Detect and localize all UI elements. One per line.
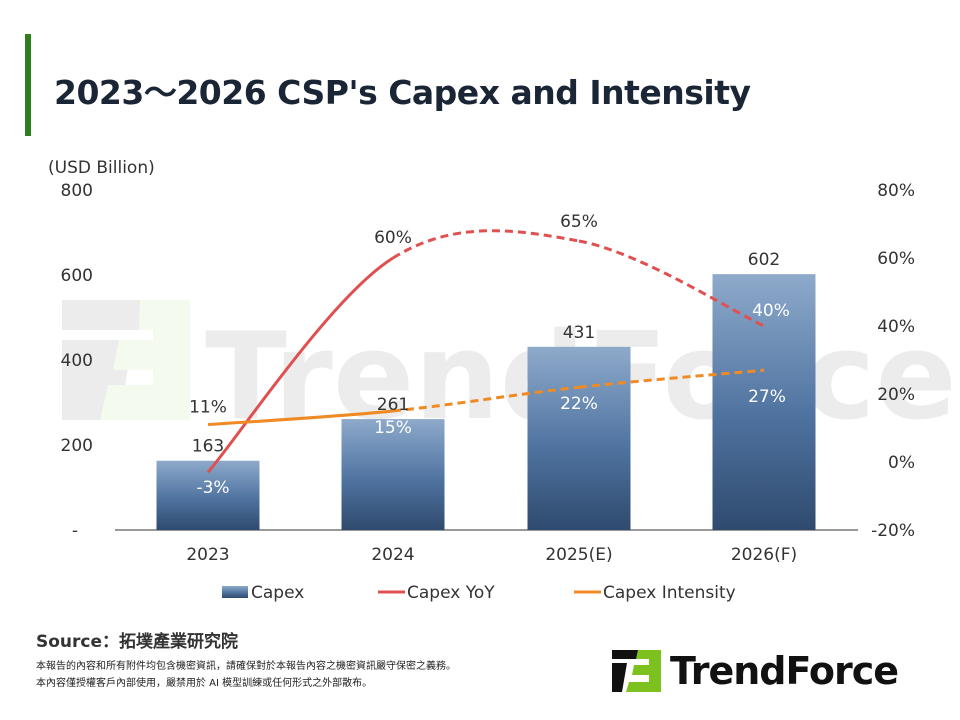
x-tick-label: 2024	[371, 545, 414, 565]
yoy-line-segment	[392, 229, 580, 260]
yoy-line-segment	[578, 239, 765, 328]
capex-bar	[341, 419, 445, 530]
intensity-line-segment	[392, 385, 580, 413]
capex-bar	[712, 274, 816, 530]
source-text: Source：拓墣產業研究院	[36, 632, 239, 652]
disclaimer-line-2: 本內容僅授權客戶內部使用，嚴禁用於 AI 模型訓練或任何形式之外部散布。	[36, 678, 373, 689]
capex-bar	[156, 460, 260, 530]
y2-tick-label: 0%	[888, 453, 915, 473]
watermark: TrendForce	[62, 300, 957, 447]
yoy-line-segment	[206, 256, 394, 474]
capex-data-label: 431	[563, 323, 595, 343]
intensity-data-label: 27%	[748, 387, 786, 407]
title-accent-bar	[25, 34, 31, 136]
chart-title: 2023～2026 CSP's Capex and Intensity	[54, 73, 751, 112]
disclaimer-line-1: 本報告的內容和所有附件均包含機密資訊，請確保對於本報告內容之機密資訊嚴守保密之義…	[36, 661, 456, 672]
y2-tick-label: 20%	[877, 385, 915, 405]
y-tick-label: -	[72, 521, 78, 541]
y2-tick-label: 60%	[877, 249, 915, 269]
y2-tick-label: -20%	[871, 521, 915, 541]
intensity-data-label: 11%	[189, 398, 227, 418]
x-tick-label: 2023	[186, 545, 229, 565]
legend-label: Capex	[251, 583, 304, 603]
x-tick-label: 2026(F)	[731, 545, 797, 565]
legend-capex-swatch	[222, 586, 248, 598]
y2-tick-label: 40%	[877, 317, 915, 337]
yoy-data-label: 40%	[752, 301, 790, 321]
yoy-data-label: -3%	[196, 478, 229, 498]
y-tick-label: 400	[61, 351, 93, 371]
legend-label: Capex YoY	[407, 583, 495, 603]
y-axis-title: (USD Billion)	[48, 158, 155, 178]
trendforce-logo: TrendForce	[612, 648, 899, 694]
yoy-data-label: 60%	[374, 228, 412, 248]
logo-mark-icon	[612, 650, 661, 692]
y-tick-label: 200	[61, 436, 93, 456]
y-tick-label: 600	[61, 266, 93, 286]
x-tick-label: 2025(E)	[545, 545, 612, 565]
intensity-line-segment	[207, 409, 394, 427]
capex-data-label: 163	[192, 437, 224, 457]
intensity-data-label: 15%	[374, 418, 412, 438]
yoy-data-label: 65%	[560, 212, 598, 232]
y-tick-label: 800	[61, 181, 93, 201]
capex-data-label: 261	[377, 395, 409, 415]
capex-bar	[527, 346, 631, 530]
intensity-data-label: 22%	[560, 394, 598, 414]
legend-label: Capex Intensity	[603, 583, 736, 603]
capex-data-label: 602	[748, 250, 780, 270]
intensity-line-segment	[578, 368, 765, 389]
logo-text: TrendForce	[670, 649, 899, 693]
y2-tick-label: 80%	[877, 181, 915, 201]
